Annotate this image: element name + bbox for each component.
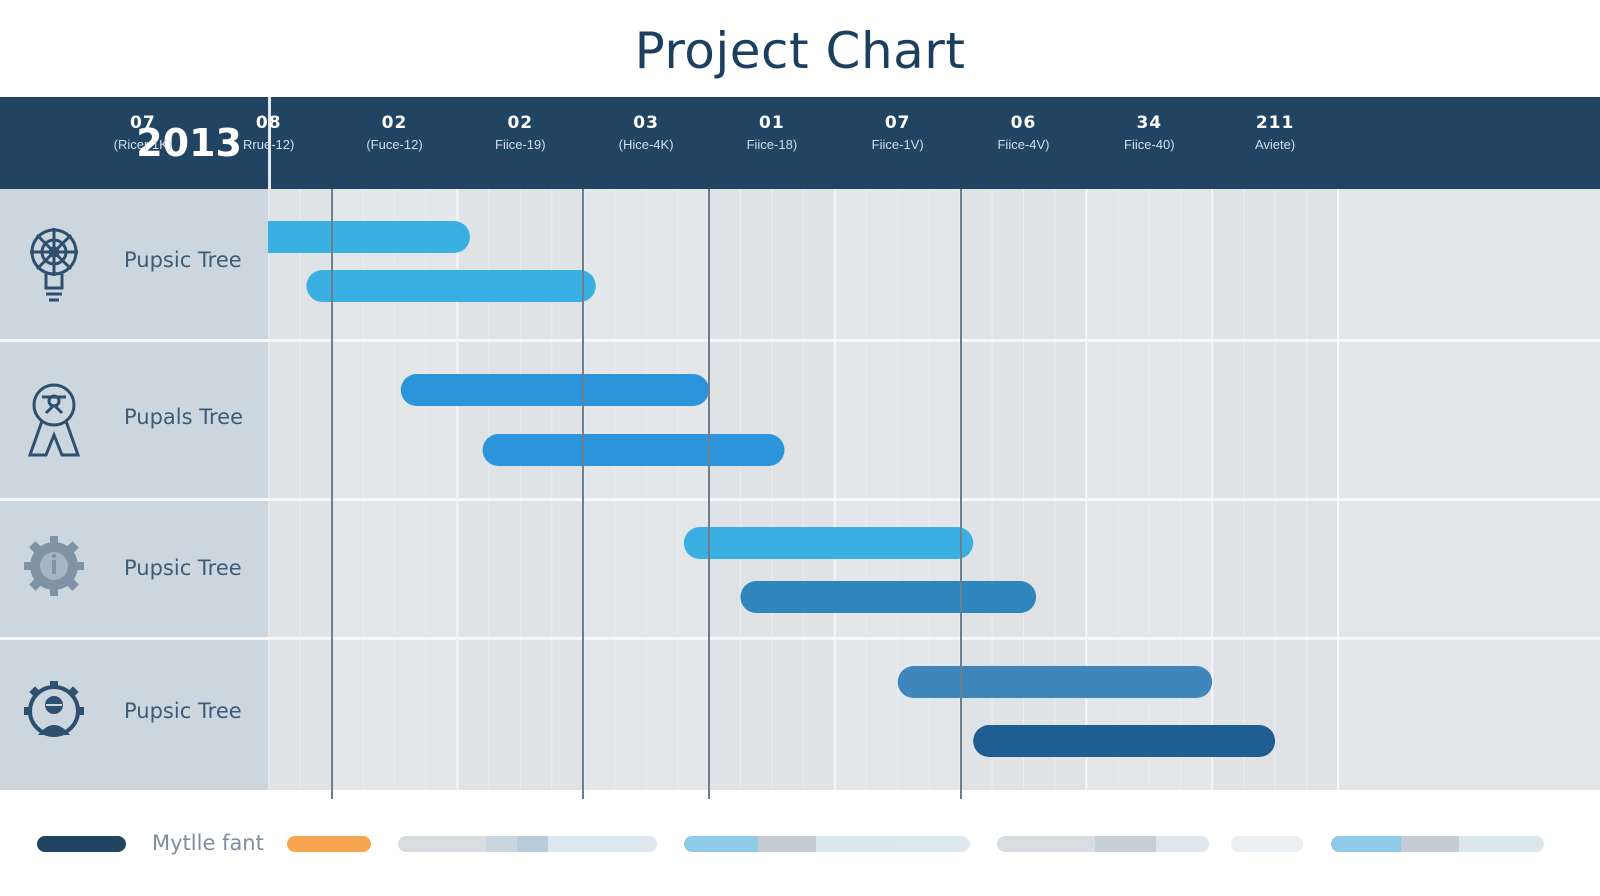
column-sublabel: Fiice-40) (1124, 137, 1175, 152)
row-label: Pupsic Tree (124, 556, 242, 580)
task-bar[interactable] (268, 221, 470, 253)
timeline-column-header: 08 Rrue-12) (214, 113, 324, 152)
column-number: 211 (1255, 113, 1295, 133)
network-person-icon (22, 381, 86, 457)
task-bar[interactable] (683, 527, 974, 559)
legend-swatch-blue-1 (684, 836, 970, 852)
timeline-column-header: 06 Fiice-4V) (969, 113, 1079, 152)
task-bar[interactable] (973, 725, 1276, 757)
timeline-column-header: 07 Fiice-1V) (843, 113, 953, 152)
column-sublabel: Fiice-1V) (871, 137, 924, 152)
timeline-column-header: 01 Fiice-18) (717, 113, 827, 152)
column-number: 01 (759, 113, 785, 133)
lightbulb-gear-icon (22, 222, 86, 302)
row-label: Pupsic Tree (124, 699, 242, 723)
gantt-chart-svg (268, 189, 1339, 790)
gantt-grid (268, 189, 1600, 790)
legend-swatch-pale (1231, 836, 1303, 852)
row-separator (0, 339, 1600, 342)
timeline-column-header: 211 Aviete) (1220, 113, 1330, 152)
task-bar[interactable] (400, 374, 709, 406)
legend-swatch-dark (37, 836, 126, 852)
column-sublabel: Fiice-4V) (997, 137, 1050, 152)
milestone-line (708, 189, 710, 799)
column-sublabel: (Ricer 1K) (113, 137, 173, 152)
column-sublabel: Rrue-12) (243, 137, 295, 152)
timeline-column-header: 02 (Fuce-12) (340, 113, 450, 152)
row-label: Pupsic Tree (124, 248, 242, 272)
page-title: Project Chart (634, 22, 966, 80)
row-label: Pupals Tree (124, 405, 244, 429)
column-number: 07 (884, 113, 911, 133)
task-bar[interactable] (897, 666, 1213, 698)
column-sublabel: Fiice-19) (495, 137, 546, 152)
timeline-column-header: 07 (Ricer 1K) (88, 113, 198, 152)
column-number: 02 (507, 113, 534, 133)
milestone-line (330, 189, 333, 799)
legend-swatch-gray-1 (398, 836, 657, 852)
legend-label: Mytlle fant (152, 831, 264, 855)
column-sublabel: Aviete) (1254, 137, 1296, 152)
legend-swatch-orange (287, 836, 371, 852)
column-number: 08 (255, 113, 282, 133)
column-sublabel: (Hice-4K) (618, 137, 674, 152)
task-bar[interactable] (306, 270, 596, 302)
column-number: 34 (1136, 113, 1163, 133)
timeline-header (0, 97, 1600, 189)
milestone-line (959, 189, 962, 799)
column-number: 02 (381, 113, 408, 133)
column-number: 03 (633, 113, 659, 133)
column-sublabel: (Fuce-12) (366, 137, 423, 152)
column-sublabel: Fiice-18) (746, 137, 798, 152)
row-separator (0, 498, 1600, 501)
legend-swatch-gray-2 (997, 836, 1209, 852)
year-label: 2013 (136, 121, 242, 165)
gear-person-icon (22, 679, 86, 743)
timeline-column-header: 02 Fiice-19) (465, 113, 575, 152)
timeline-column-header: 34 Fiice-40) (1094, 113, 1204, 152)
legend-swatch-blue-2 (1331, 836, 1544, 852)
column-number: 06 (1010, 113, 1037, 133)
column-number: 07 (130, 113, 156, 133)
timeline-column-header: 03 (Hice-4K) (591, 113, 701, 152)
task-bar[interactable] (482, 434, 785, 466)
row-separator (0, 637, 1600, 640)
header-divider (268, 97, 271, 189)
gear-info-icon (22, 534, 86, 598)
task-bar[interactable] (740, 581, 1037, 613)
milestone-line (582, 189, 585, 799)
